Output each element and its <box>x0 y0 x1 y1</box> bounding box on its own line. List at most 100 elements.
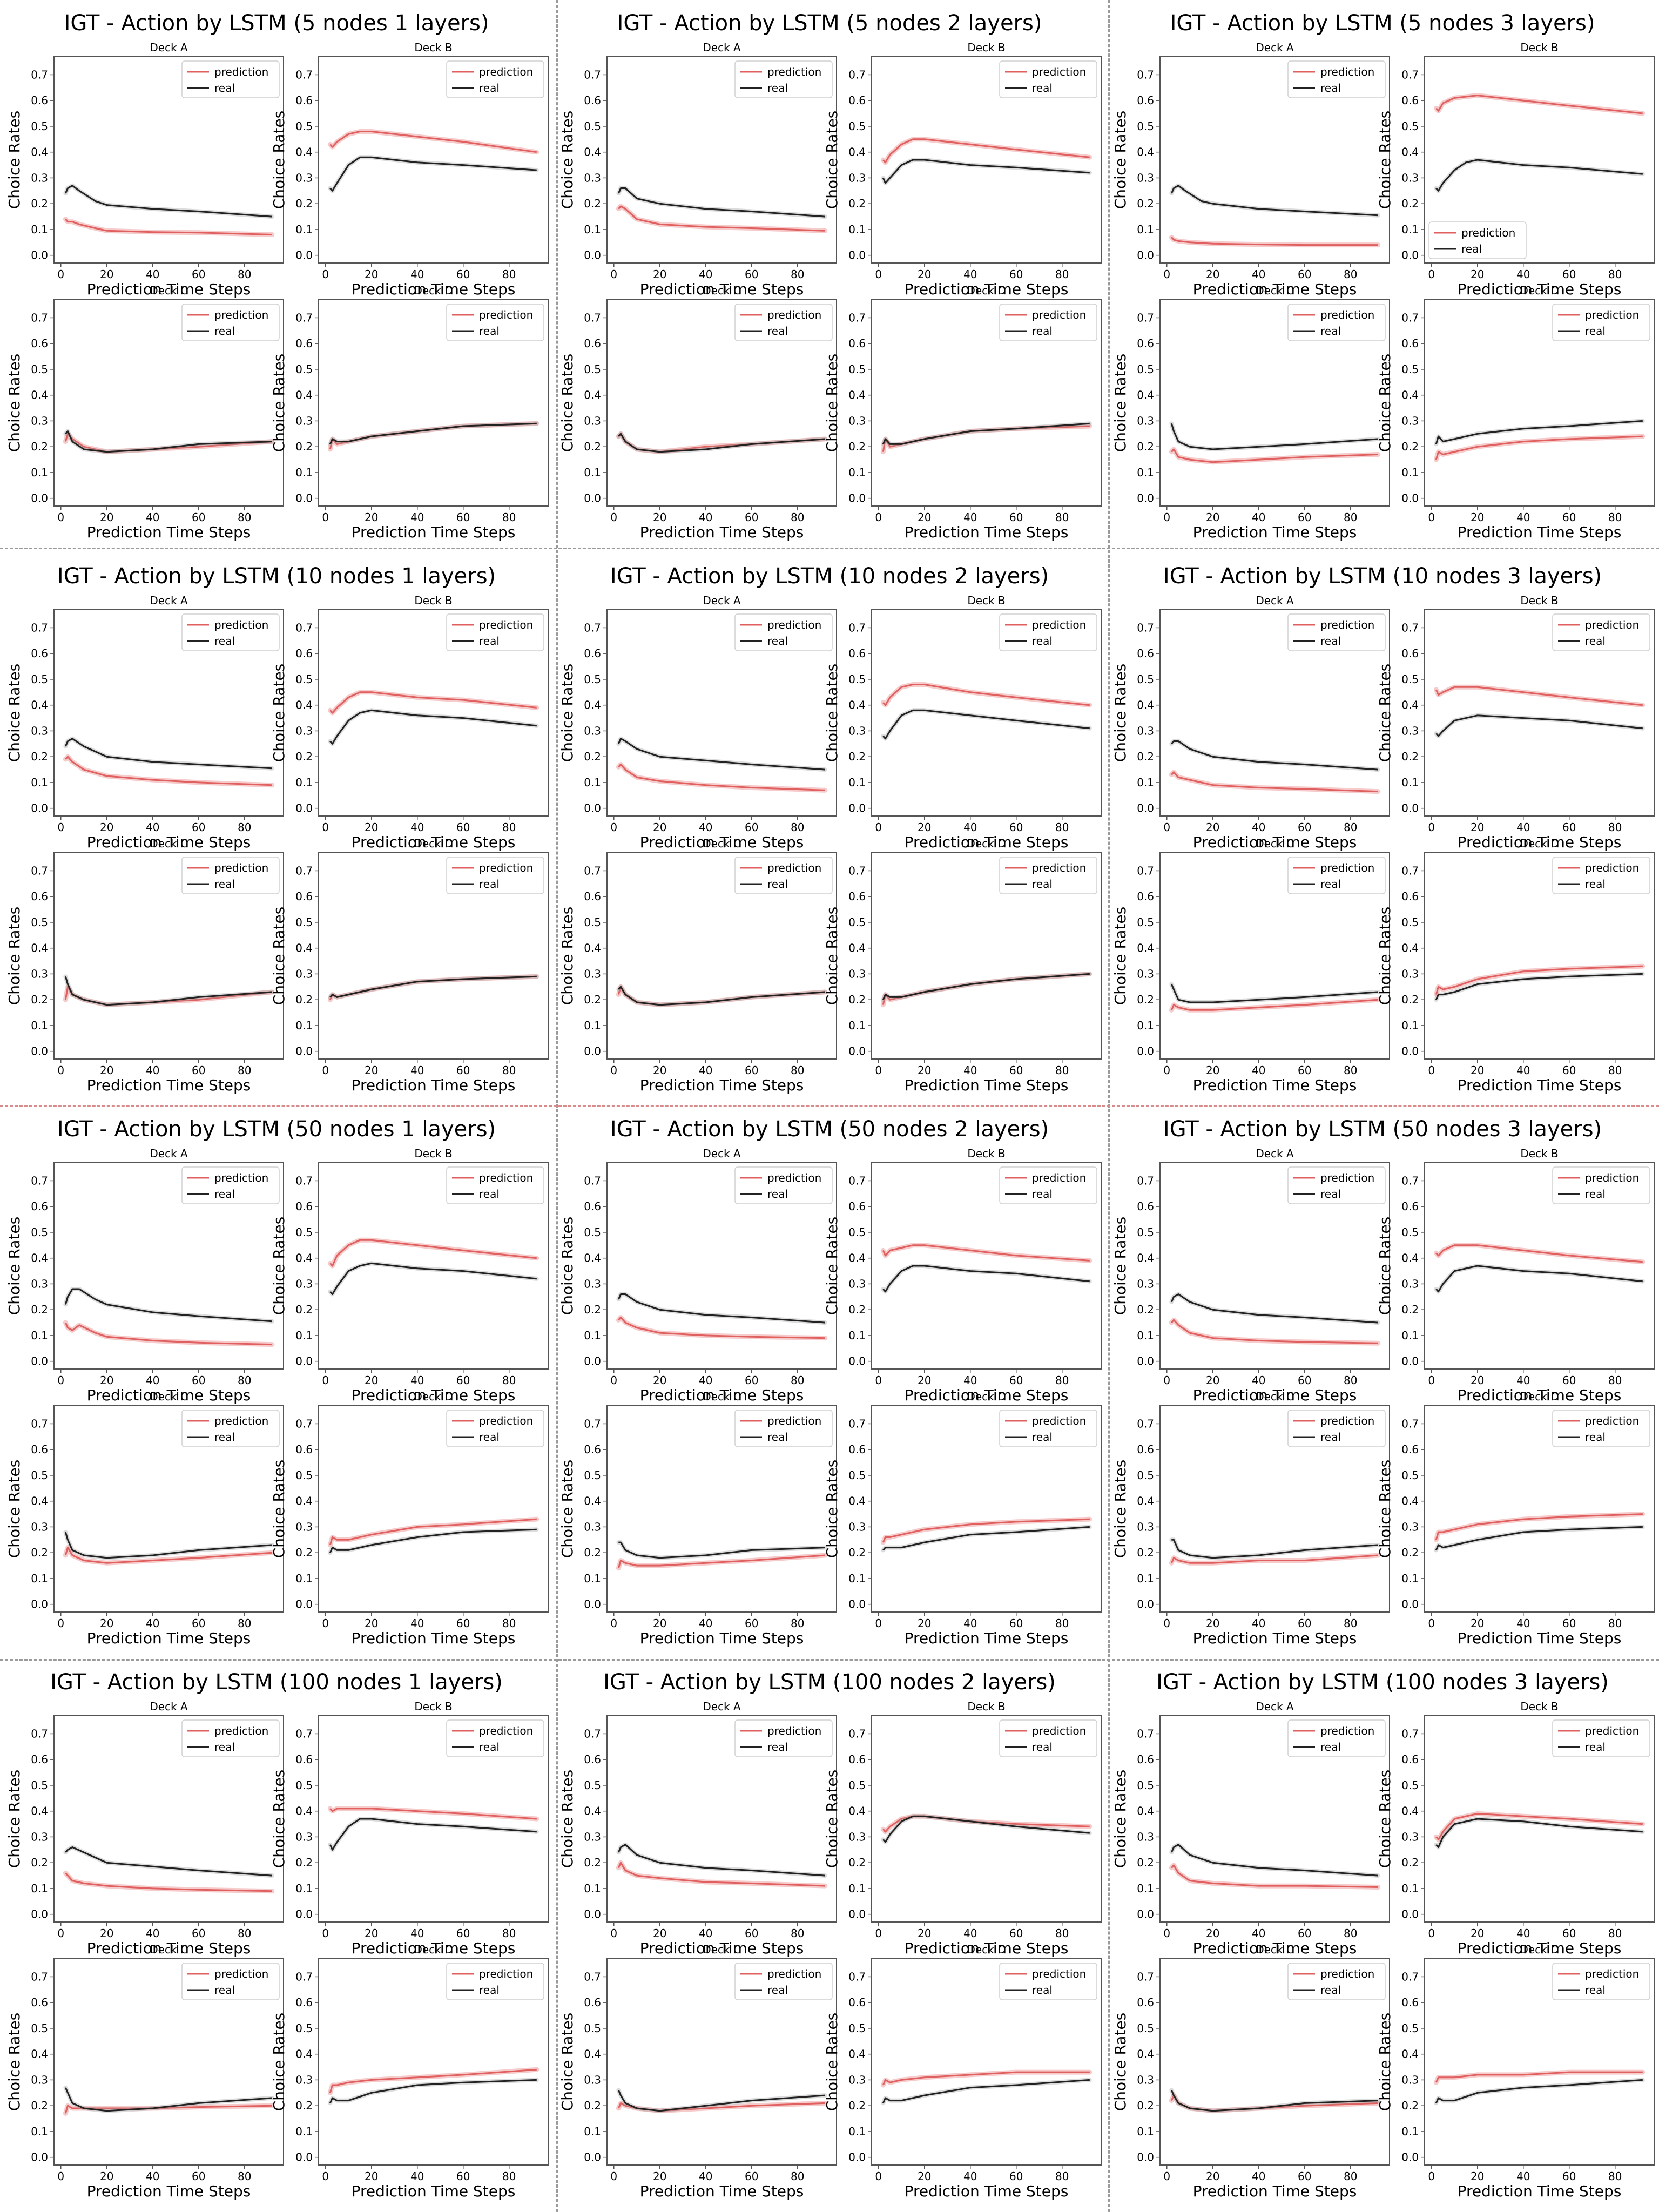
deck-plot-group: Deck C 0.0 0.1 0.2 0.3 0.4 0.5 0.6 0.7 0 20 40 60 80P… <box>5 284 284 541</box>
y-tick-label: 0.7 <box>584 864 601 877</box>
x-tick-label: 40 <box>1252 268 1265 281</box>
deck-subplot: Deck B 0.0 0.1 0.2 0.3 0.4 0.5 0.6 0.7 0 20 40 60 80P… <box>270 1700 549 1957</box>
x-tick-label: 0 <box>57 511 64 524</box>
x-axis-label: Prediction Time Steps <box>352 1386 516 1404</box>
legend-label-real: real <box>479 1431 500 1444</box>
x-tick-label: 80 <box>1344 1617 1357 1630</box>
y-tick-label: 0.2 <box>31 750 48 763</box>
x-axis-label: Prediction Time Steps <box>352 833 516 851</box>
y-tick-label: 0.2 <box>31 440 48 453</box>
real-series-line <box>882 1526 1090 1551</box>
y-tick-label: 0.0 <box>584 1355 601 1368</box>
y-tick-label: 0.6 <box>584 337 601 350</box>
deck-title: Deck B <box>414 1700 452 1713</box>
y-tick-label: 0.5 <box>1401 363 1419 376</box>
real-confidence-band <box>1169 183 1380 218</box>
deck-plot-group: Deck D 0.0 0.1 0.2 0.3 0.4 0.5 0.6 0.7 0 20 40 60 80P… <box>823 837 1102 1094</box>
legend-label-prediction: prediction <box>214 1171 268 1184</box>
y-tick-label: 0.6 <box>295 647 313 660</box>
y-tick-label: 0.6 <box>1137 1200 1154 1213</box>
real-series-line <box>882 2079 1090 2104</box>
y-tick-label: 0.3 <box>848 967 866 980</box>
x-tick-label: 0 <box>1163 1927 1170 1940</box>
x-tick-label: 20 <box>365 511 378 524</box>
y-tick-label: 0.6 <box>1137 1996 1154 2009</box>
y-tick-label: 0.2 <box>848 197 866 210</box>
x-tick-label: 80 <box>791 1927 804 1940</box>
prediction-series-line <box>329 1808 537 1820</box>
y-tick-label: 0.5 <box>31 1226 48 1239</box>
legend: prediction real <box>1287 304 1386 341</box>
x-tick-label: 40 <box>146 821 159 834</box>
legend-label-prediction: prediction <box>1585 1967 1639 1980</box>
y-axis-label: Choice Rates <box>558 1460 576 1559</box>
y-tick-label: 0.7 <box>848 1727 866 1740</box>
x-tick-label: 20 <box>100 511 113 524</box>
legend-label-prediction: prediction <box>1320 861 1374 874</box>
legend-label-real: real <box>767 635 788 648</box>
deck-subplot: Deck A 0.0 0.1 0.2 0.3 0.4 0.5 0.6 0.7 0 20 40 60 80P… <box>1111 41 1390 298</box>
prediction-series-line <box>618 205 825 232</box>
y-tick-label: 0.4 <box>1401 1805 1419 1818</box>
axes-frame <box>53 299 284 507</box>
legend-label-prediction: prediction <box>767 618 821 631</box>
x-tick-label: 40 <box>1252 2170 1265 2183</box>
y-tick-label: 0.5 <box>584 2022 601 2035</box>
x-tick-label: 80 <box>502 821 516 834</box>
deck-title: Deck A <box>703 41 741 54</box>
y-axis-label: Choice Rates <box>270 1460 288 1559</box>
deck-title: Deck A <box>150 1147 188 1160</box>
x-tick-label: 60 <box>456 1617 470 1630</box>
legend-label-real: real <box>1032 1984 1053 1997</box>
real-series-line <box>329 709 537 745</box>
y-tick-label: 0.5 <box>584 120 601 133</box>
y-tick-label: 0.0 <box>1401 492 1419 505</box>
x-tick-label: 80 <box>238 1927 251 1940</box>
axes-frame <box>606 299 837 507</box>
y-tick-label: 0.4 <box>31 389 48 402</box>
legend-label-prediction: prediction <box>1032 308 1086 321</box>
real-series-line <box>618 1541 825 1559</box>
legend: prediction real <box>999 1963 1097 2000</box>
y-tick-label: 0.1 <box>295 776 313 789</box>
legend: prediction real <box>181 1719 280 1757</box>
deck-plot-group: Deck C 0.0 0.1 0.2 0.3 0.4 0.5 0.6 0.7 0 20 40 60 80P… <box>1111 1943 1390 2200</box>
y-tick-label: 0.5 <box>1401 673 1419 686</box>
y-tick-label: 0.0 <box>848 1908 866 1921</box>
deck-plot-group: Deck A 0.0 0.1 0.2 0.3 0.4 0.5 0.6 0.7 0 20 40 60 80P… <box>1111 41 1390 298</box>
x-tick-label: 80 <box>502 1617 516 1630</box>
x-tick-label: 0 <box>322 1064 329 1077</box>
y-tick-label: 0.1 <box>1137 223 1154 236</box>
x-tick-label: 0 <box>610 268 617 281</box>
x-axis-label: Prediction Time Steps <box>87 280 251 298</box>
horizontal-divider <box>0 1659 1659 1661</box>
legend-label-prediction: prediction <box>767 1724 821 1737</box>
experiment-panel: IGT - Action by LSTM (50 nodes 1 layers)… <box>0 1106 553 1659</box>
y-tick-label: 0.3 <box>1401 414 1419 427</box>
deck-title: Deck B <box>414 41 452 54</box>
y-tick-label: 0.4 <box>295 1805 313 1818</box>
y-tick-label: 0.7 <box>1137 1417 1154 1430</box>
prediction-confidence-band <box>327 129 539 155</box>
prediction-series-line <box>882 1244 1090 1262</box>
deck-title: Deck C <box>1256 284 1294 297</box>
x-tick-label: 20 <box>1206 268 1219 281</box>
y-tick-label: 0.0 <box>848 1598 866 1611</box>
y-tick-label: 0.7 <box>1137 621 1154 634</box>
x-tick-label: 0 <box>1428 2170 1435 2183</box>
prediction-series-line <box>329 1518 537 1546</box>
legend-label-real: real <box>1585 635 1606 648</box>
y-tick-label: 0.3 <box>848 171 866 184</box>
y-axis-label: Choice Rates <box>5 1460 23 1559</box>
x-tick-label: 0 <box>1163 1374 1170 1387</box>
y-tick-label: 0.7 <box>295 1727 313 1740</box>
real-confidence-band <box>616 1842 827 1878</box>
y-tick-label: 0.1 <box>31 1882 48 1895</box>
y-axis-label: Choice Rates <box>5 664 23 763</box>
x-tick-label: 80 <box>791 1064 804 1077</box>
y-tick-label: 0.0 <box>295 2151 313 2164</box>
deck-plot-group: Deck D 0.0 0.1 0.2 0.3 0.4 0.5 0.6 0.7 0 20 40 60 80P… <box>1376 1390 1655 1647</box>
y-tick-label: 0.2 <box>31 1856 48 1869</box>
x-tick-label: 0 <box>57 821 64 834</box>
y-tick-label: 0.3 <box>584 1277 601 1290</box>
